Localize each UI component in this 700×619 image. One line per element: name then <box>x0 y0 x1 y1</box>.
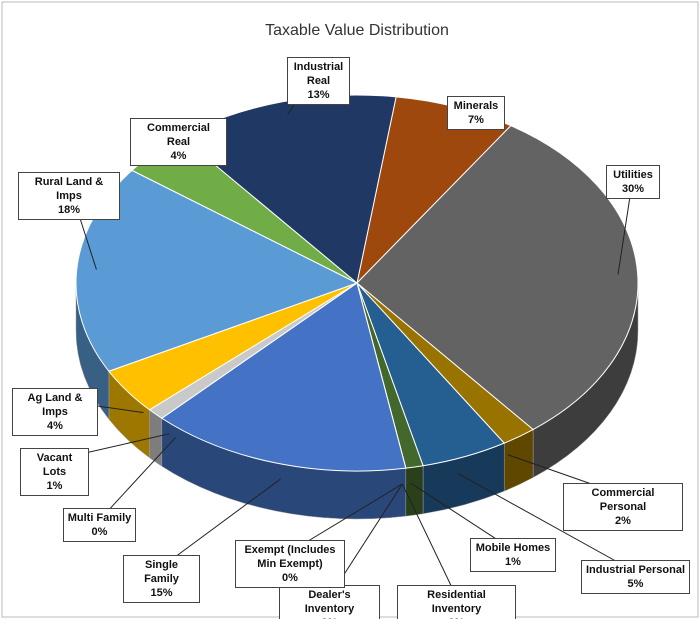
label-name: Residential Inventory <box>427 589 486 615</box>
label-value: 0% <box>283 616 376 619</box>
data-label: Mobile Homes 1% <box>470 538 556 572</box>
label-value: 0% <box>401 616 512 619</box>
data-label: Commercial Personal 2% <box>563 483 683 531</box>
label-value: 15% <box>150 587 173 599</box>
label-value: 0% <box>282 572 298 584</box>
data-label: Industrial Real 13% <box>287 57 350 105</box>
data-label: Residential Inventory0% <box>397 585 516 619</box>
data-label: Industrial Personal 5% <box>581 560 690 594</box>
data-label: Exempt (Includes Min Exempt) 0% <box>235 540 345 588</box>
label-value: 4% <box>47 420 63 432</box>
slice <box>356 125 639 431</box>
label-name: Exempt (Includes Min Exempt) <box>244 544 336 570</box>
label-value: 1% <box>505 556 521 568</box>
data-label: Multi Family 0% <box>63 508 136 542</box>
leader-line <box>401 483 457 598</box>
slice <box>160 282 407 472</box>
data-label: Ag Land & Imps 4% <box>12 388 98 436</box>
label-name: Vacant Lots <box>36 452 73 478</box>
label-name: Ag Land & Imps <box>27 392 83 418</box>
label-value: 18% <box>57 204 81 216</box>
label-name: Dealer's Inventory <box>304 589 355 615</box>
label-name: Utilities <box>613 169 653 181</box>
data-label: Single Family 15% <box>123 555 200 603</box>
leader-line <box>457 472 636 573</box>
chart-title: Taxable Value Distribution <box>265 22 449 39</box>
data-label: Utilities 30% <box>606 165 660 199</box>
label-value: 1% <box>46 480 63 492</box>
leader-line <box>161 478 281 568</box>
data-label: Rural Land & Imps 18% <box>18 172 120 220</box>
label-value: 5% <box>627 578 644 590</box>
label-value: 7% <box>468 114 484 126</box>
label-name: Industrial Real <box>293 61 344 87</box>
label-name: Rural Land & Imps <box>34 176 104 202</box>
label-value: 0% <box>91 526 108 538</box>
label-value: 30% <box>621 183 645 195</box>
label-name: Minerals <box>453 100 499 112</box>
data-label: Vacant Lots 1% <box>20 448 89 496</box>
leader-line <box>99 437 176 521</box>
label-name: Commercial Real <box>147 122 210 148</box>
data-label: Dealer's Inventory0% <box>279 585 380 619</box>
data-label: Commercial Real 4% <box>130 118 227 166</box>
label-name: Mobile Homes <box>475 542 551 554</box>
data-label: Minerals 7% <box>447 96 505 130</box>
label-name: Multi Family <box>67 512 132 524</box>
label-name: Commercial Personal <box>591 487 655 513</box>
label-value: 2% <box>615 515 631 527</box>
label-value: 13% <box>307 89 330 101</box>
label-name: Single Family <box>144 559 179 585</box>
label-value: 4% <box>170 150 187 162</box>
label-name: Industrial Personal <box>585 564 686 576</box>
